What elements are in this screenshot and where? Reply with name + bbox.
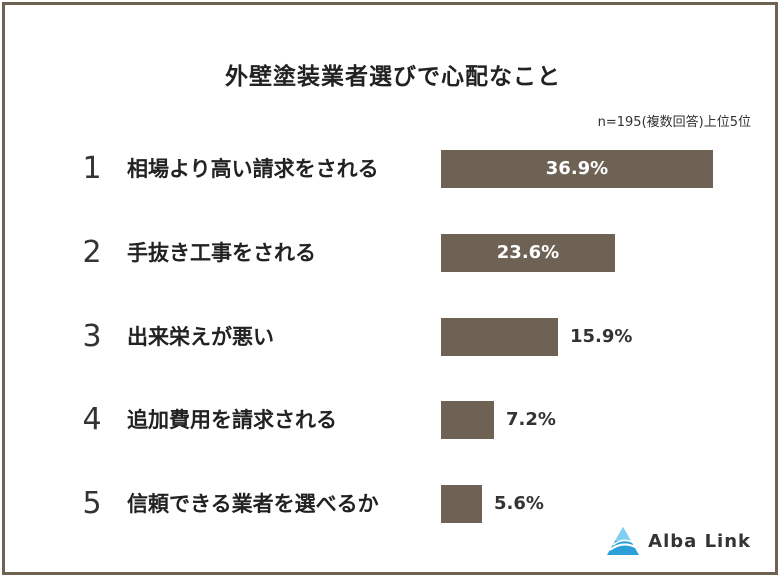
value-label: 36.9% <box>545 158 609 179</box>
logo-text: Alba Link <box>648 530 751 552</box>
bar <box>441 234 615 272</box>
bar <box>441 150 713 188</box>
bar-row: 4 追加費用を請求される 7.2% <box>5 396 780 446</box>
bar-row: 5 信頼できる業者を選べるか 5.6% <box>5 480 780 530</box>
value-label: 5.6% <box>494 493 544 514</box>
bar-row: 1 相場より高い請求をされる 36.9% <box>5 145 780 195</box>
category-label: 追加費用を請求される <box>127 408 337 432</box>
category-label: 出来栄えが悪い <box>127 325 274 349</box>
value-label: 23.6% <box>496 242 560 263</box>
rank-number: 3 <box>82 319 102 354</box>
bar <box>441 401 494 439</box>
category-label: 相場より高い請求をされる <box>127 157 379 181</box>
rank-number: 4 <box>82 402 102 437</box>
category-label: 信頼できる業者を選べるか <box>127 492 379 516</box>
brand-logo: Alba Link <box>606 526 751 556</box>
category-label: 手抜き工事をされる <box>127 241 316 265</box>
rank-number: 1 <box>82 151 102 186</box>
bar-row: 2 手抜き工事をされる 23.6% <box>5 229 780 279</box>
sample-note: n=195(複数回答)上位5位 <box>597 115 751 130</box>
rank-number: 2 <box>82 235 102 270</box>
chart-title: 外壁塗装業者選びで心配なこと <box>225 64 561 90</box>
value-label: 7.2% <box>506 409 556 430</box>
alba-link-logo-icon <box>607 527 640 555</box>
rank-number: 5 <box>82 486 102 521</box>
value-label: 15.9% <box>570 326 633 347</box>
bar <box>441 318 558 356</box>
bar-row: 3 出来栄えが悪い 15.9% <box>5 313 780 363</box>
bar <box>441 485 482 523</box>
